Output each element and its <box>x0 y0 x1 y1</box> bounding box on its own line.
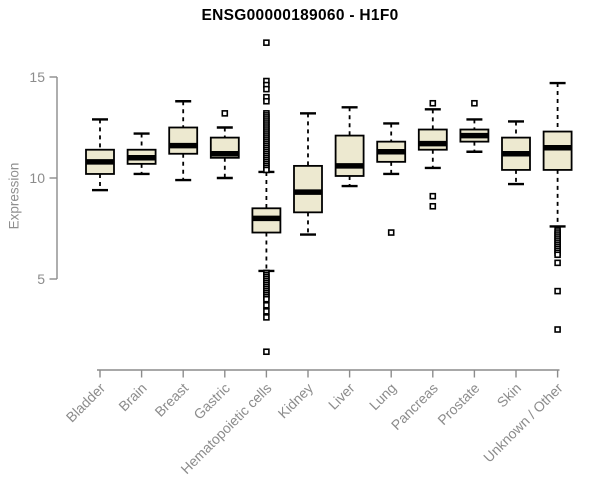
boxplot-unknown-other <box>542 81 573 333</box>
boxplot-hematopoietic-cells <box>251 39 282 356</box>
category-label-skin: Skin <box>494 380 525 411</box>
boxplot-brain <box>126 132 157 176</box>
boxplot-pancreas <box>417 99 448 210</box>
y-tick-label: 15 <box>29 69 45 85</box>
outlier-point <box>554 251 561 259</box>
iqr-box <box>334 134 365 177</box>
chart-title: ENSG00000189060 - H1F0 <box>201 7 399 24</box>
y-tick-label: 10 <box>29 170 45 186</box>
outlier-point <box>263 85 270 93</box>
y-tick-label: 5 <box>37 271 45 287</box>
boxplot-kidney <box>293 112 323 236</box>
outlier-point <box>554 326 561 333</box>
outlier-point <box>429 202 437 210</box>
outlier-point <box>221 110 229 117</box>
category-label-liver: Liver <box>325 380 358 413</box>
outlier-point <box>263 314 270 321</box>
outlier-point <box>263 97 270 105</box>
outlier-point <box>387 229 395 236</box>
category-label-kidney: Kidney <box>275 380 317 422</box>
iqr-box <box>542 130 573 171</box>
boxplot-prostate <box>459 99 490 153</box>
y-tick-labels: 15 10 5 <box>29 69 45 287</box>
category-label-prostate: Prostate <box>434 380 482 428</box>
category-label-lung: Lung <box>366 380 399 413</box>
category-label-breast: Breast <box>151 380 191 420</box>
category-label-bladder: Bladder <box>63 380 109 426</box>
outlier-point <box>263 308 270 315</box>
outlier-point <box>263 348 270 356</box>
boxplot-lung <box>376 122 407 236</box>
boxplot-breast <box>168 100 199 182</box>
outlier-point <box>429 99 437 107</box>
iqr-box <box>293 164 323 214</box>
outlier-point <box>263 301 270 309</box>
outlier-point <box>554 259 561 267</box>
outlier-point <box>554 287 561 295</box>
iqr-box <box>168 126 199 155</box>
x-axis <box>97 369 560 378</box>
iqr-box <box>417 128 448 151</box>
category-label-brain: Brain <box>115 380 149 414</box>
boxplot-gastric <box>209 110 240 180</box>
y-axis <box>49 76 58 280</box>
outlier-point <box>263 166 270 174</box>
outlier-point <box>263 39 270 46</box>
boxplot-bladder <box>85 118 115 192</box>
category-label-unknown-other: Unknown / Other <box>480 380 566 466</box>
outlier-point <box>263 295 270 303</box>
outlier-point <box>429 192 437 200</box>
outlier-point <box>471 99 478 107</box>
boxplot-skin <box>501 120 531 186</box>
boxplot-liver <box>334 106 365 188</box>
